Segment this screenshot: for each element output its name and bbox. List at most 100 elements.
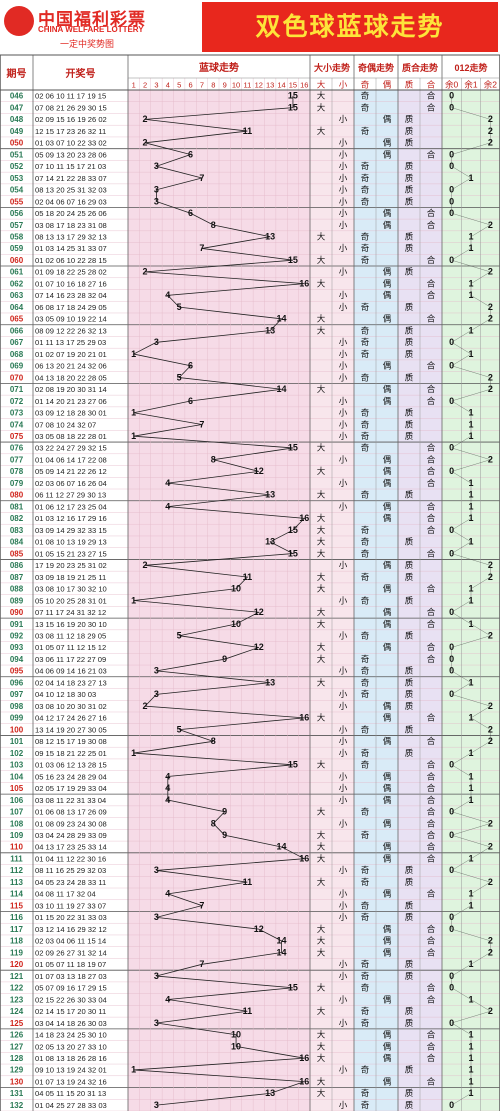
blue-ball-marker: 3: [154, 912, 159, 922]
period-cell: 082: [10, 514, 24, 523]
header-period: 期号: [7, 67, 27, 80]
parity-marker: 偶: [383, 314, 392, 324]
parity-marker: 奇: [361, 325, 370, 335]
period-cell: 080: [10, 491, 24, 500]
period-cell: 075: [10, 432, 24, 441]
period-cell: 120: [10, 960, 24, 969]
blue-ball-marker: 4: [165, 290, 170, 300]
prime-marker: 质: [405, 267, 414, 277]
prime-marker: 合: [427, 149, 436, 159]
blue-ball-marker: 3: [154, 666, 159, 676]
prime-marker: 质: [405, 560, 414, 570]
prime-marker: 质: [405, 1100, 414, 1110]
mod3-trend-line: [450, 95, 492, 1106]
parity-marker: 奇: [361, 91, 370, 101]
blue-ball-marker: 7: [199, 419, 204, 429]
draw-numbers-cell: 01 05 07 11 12 15 12: [35, 643, 106, 652]
lottery-logo-icon: [4, 6, 34, 36]
parity-marker: 偶: [383, 924, 392, 934]
draw-numbers-cell: 01 07 13 19 24 32 16: [35, 1077, 107, 1086]
size-marker: 小: [339, 795, 348, 805]
size-marker: 大: [317, 842, 326, 852]
blue-ball-marker: 2: [143, 701, 148, 711]
parity-marker: 偶: [383, 818, 392, 828]
parity-marker: 偶: [383, 396, 392, 406]
prime-marker: 合: [427, 255, 436, 265]
size-marker: 大: [317, 102, 326, 112]
blue-ball-trend-line: [132, 95, 306, 1106]
parity-marker: 奇: [361, 548, 370, 558]
period-cell: 131: [10, 1089, 24, 1098]
header-draw: 开奖号: [66, 67, 96, 80]
blue-ball-marker: 2: [143, 267, 148, 277]
period-cell: 053: [10, 174, 24, 183]
tick-label: 16: [300, 81, 308, 90]
draw-numbers-cell: 01 04 11 12 22 30 16: [35, 854, 106, 863]
blue-ball-marker: 13: [265, 1088, 275, 1098]
draw-numbers-cell: 09 10 13 19 24 32 01: [35, 1066, 107, 1075]
period-cell: 124: [10, 1007, 24, 1016]
draw-numbers-cell: 03 04 14 18 26 30 03: [35, 1019, 107, 1028]
draw-numbers-cell: 07 11 17 24 31 32 12: [35, 608, 106, 617]
blue-ball-marker: 15: [288, 443, 298, 453]
period-cell: 052: [10, 162, 24, 171]
draw-numbers-cell: 07 14 16 23 28 32 04: [35, 291, 107, 300]
prime-marker: 合: [427, 513, 436, 523]
prime-marker: 质: [405, 490, 414, 500]
parity-marker: 奇: [361, 971, 370, 981]
period-cell: 095: [10, 667, 24, 676]
draw-numbers-cell: 04 12 17 24 26 27 16: [35, 714, 107, 723]
prime-marker: 合: [427, 466, 436, 476]
size-marker: 大: [317, 1041, 326, 1051]
period-cell: 062: [10, 279, 24, 288]
parity-marker: 偶: [383, 771, 392, 781]
prime-marker: 质: [405, 173, 414, 183]
period-cell: 076: [10, 444, 24, 453]
period-cell: 114: [10, 890, 23, 899]
tick-label: 8: [211, 81, 215, 90]
blue-ball-marker: 2: [143, 114, 148, 124]
parity-marker: 奇: [361, 243, 370, 253]
parity-marker: 偶: [383, 889, 392, 899]
prime-marker: 合: [427, 983, 436, 993]
draw-numbers-cell: 02 04 14 18 23 27 13: [35, 678, 107, 687]
logo-english-text: CHINA WELFARE LOTTERY: [38, 25, 144, 34]
draw-numbers-cell: 02 06 10 11 17 19 15: [35, 92, 106, 101]
period-cell: 077: [10, 455, 24, 464]
size-marker: 小: [339, 396, 348, 406]
size-marker: 大: [317, 231, 326, 241]
blue-ball-marker: 14: [277, 314, 287, 324]
blue-ball-marker: 1: [131, 349, 136, 359]
period-cell: 105: [10, 784, 24, 793]
period-cell: 102: [10, 749, 24, 758]
size-marker: 大: [317, 584, 326, 594]
prime-marker: 合: [427, 384, 436, 394]
draw-numbers-cell: 02 03 04 06 11 15 14: [35, 937, 106, 946]
size-marker: 小: [339, 1018, 348, 1028]
parity-marker: 奇: [361, 525, 370, 535]
blue-ball-marker: 13: [265, 325, 275, 335]
period-cell: 047: [10, 103, 24, 112]
mod3-marker: 0: [449, 91, 454, 101]
size-marker: 大: [317, 713, 326, 723]
draw-numbers-cell: 01 07 03 13 18 27 03: [35, 972, 107, 981]
period-cell: 061: [10, 268, 24, 277]
period-cell: 066: [10, 326, 24, 335]
prime-marker: 质: [405, 325, 414, 335]
period-cell: 086: [10, 561, 24, 570]
size-marker: 大: [317, 548, 326, 558]
blue-ball-marker: 15: [288, 548, 298, 558]
blue-ball-marker: 12: [254, 607, 264, 617]
blue-ball-marker: 5: [177, 372, 182, 382]
blue-ball-marker: 5: [177, 302, 182, 312]
draw-numbers-cell: 07 14 21 22 28 33 07: [35, 174, 107, 183]
prime-marker: 合: [427, 853, 436, 863]
draw-numbers-cell: 07 10 11 15 17 21 03: [35, 162, 106, 171]
blue-ball-marker: 3: [154, 1100, 159, 1110]
size-marker: 大: [317, 936, 326, 946]
period-cell: 103: [10, 761, 24, 770]
size-marker: 小: [339, 419, 348, 429]
prime-marker: 质: [405, 865, 414, 875]
blue-ball-marker: 1: [131, 431, 136, 441]
draw-numbers-cell: 05 09 13 20 23 28 06: [35, 150, 107, 159]
